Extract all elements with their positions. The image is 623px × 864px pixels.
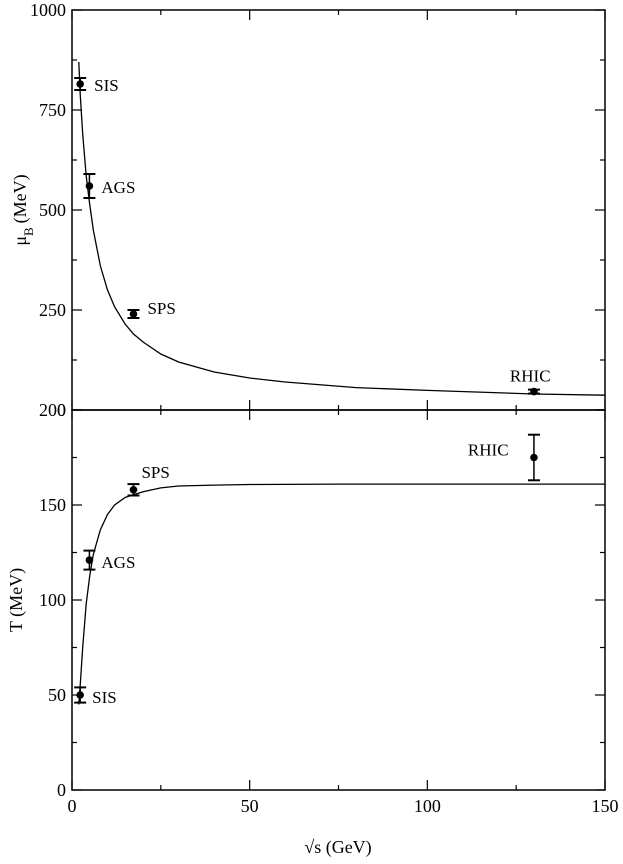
fit-curve xyxy=(78,61,606,396)
data-point xyxy=(76,691,84,699)
x-axis-title: √s (GeV) xyxy=(304,837,371,858)
y-tick-label: 0 xyxy=(57,780,66,800)
top-y-axis-title: μB (MeV) xyxy=(10,174,36,245)
y-tick-label: 50 xyxy=(48,685,66,705)
data-point xyxy=(85,556,94,564)
point-label-ags: AGS xyxy=(101,553,135,572)
y-tick-label: 250 xyxy=(39,300,66,320)
x-tick-label: 150 xyxy=(592,796,619,816)
bottom-y-axis-title: T (MeV) xyxy=(6,568,27,632)
data-point xyxy=(530,453,538,462)
y-tick-label: 100 xyxy=(39,590,66,610)
y-tick-label: 150 xyxy=(39,495,66,515)
point-label-sis: SIS xyxy=(92,688,117,707)
data-point xyxy=(129,486,138,494)
data-point xyxy=(530,387,538,396)
point-label-rhic: RHIC xyxy=(510,367,551,386)
y-tick-label: 0 xyxy=(57,400,66,420)
top-y-axis-subscript: B xyxy=(21,227,36,236)
point-label-ags: AGS xyxy=(101,178,135,197)
y-tick-label: 750 xyxy=(39,100,66,120)
y-tick-label: 500 xyxy=(39,200,66,220)
point-label-sps: SPS xyxy=(147,299,175,318)
top-y-axis-symbol: μ xyxy=(10,236,30,246)
point-label-rhic: RHIC xyxy=(468,441,509,460)
data-point xyxy=(85,182,94,190)
fit-curve xyxy=(78,483,605,705)
point-label-sps: SPS xyxy=(141,463,169,482)
x-tick-label: 100 xyxy=(414,796,441,816)
top-y-axis-unit: (MeV) xyxy=(10,174,31,223)
x-tick-label: 50 xyxy=(241,796,259,816)
point-label-sis: SIS xyxy=(94,76,119,95)
data-point xyxy=(76,80,84,88)
top-panel-frame xyxy=(71,9,606,411)
x-tick-label: 0 xyxy=(68,796,77,816)
y-tick-label: 1000 xyxy=(30,0,66,20)
y-tick-label: 200 xyxy=(39,400,66,420)
data-point xyxy=(129,310,138,318)
